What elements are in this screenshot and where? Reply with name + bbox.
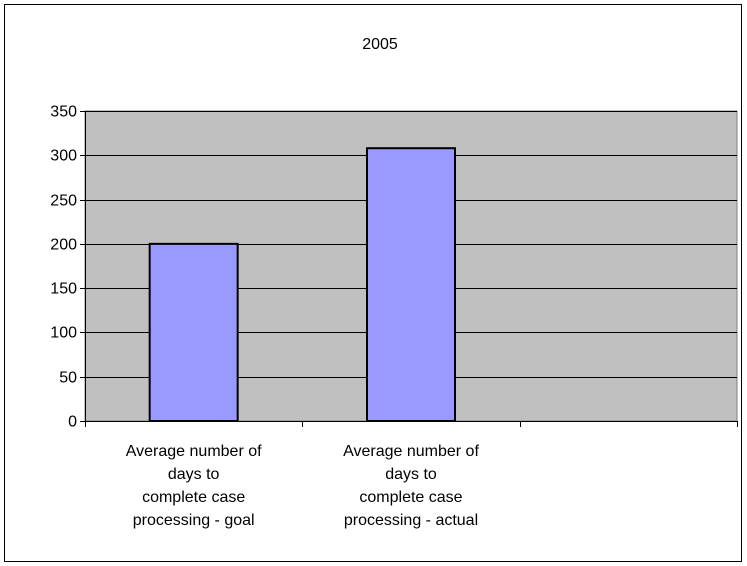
bar-1: [366, 147, 456, 422]
y-tick-label-0: 0: [68, 414, 77, 431]
x-category-label-0-line-3: processing - goal: [133, 512, 255, 529]
bar-0: [148, 242, 239, 422]
x-category-label-0-line-0: Average number of: [126, 443, 262, 460]
x-category-label-0-line-2: complete case: [142, 489, 245, 506]
x-category-label-1-line-2: complete case: [359, 489, 462, 506]
y-tick-label-350: 350: [50, 104, 77, 121]
x-category-label-1-line-0: Average number of: [343, 443, 479, 460]
y-tick-label-250: 250: [50, 193, 77, 210]
y-tick-label-100: 100: [50, 325, 77, 342]
y-tick-label-150: 150: [50, 281, 77, 298]
y-tick-label-300: 300: [50, 148, 77, 165]
x-category-label-1-line-1: days to: [385, 466, 437, 483]
x-category-label-1-line-3: processing - actual: [344, 512, 478, 529]
chart-title: 2005: [362, 36, 398, 53]
y-tick-label-50: 50: [59, 370, 77, 387]
y-tick-label-200: 200: [50, 237, 77, 254]
x-category-label-0-line-1: days to: [168, 466, 220, 483]
